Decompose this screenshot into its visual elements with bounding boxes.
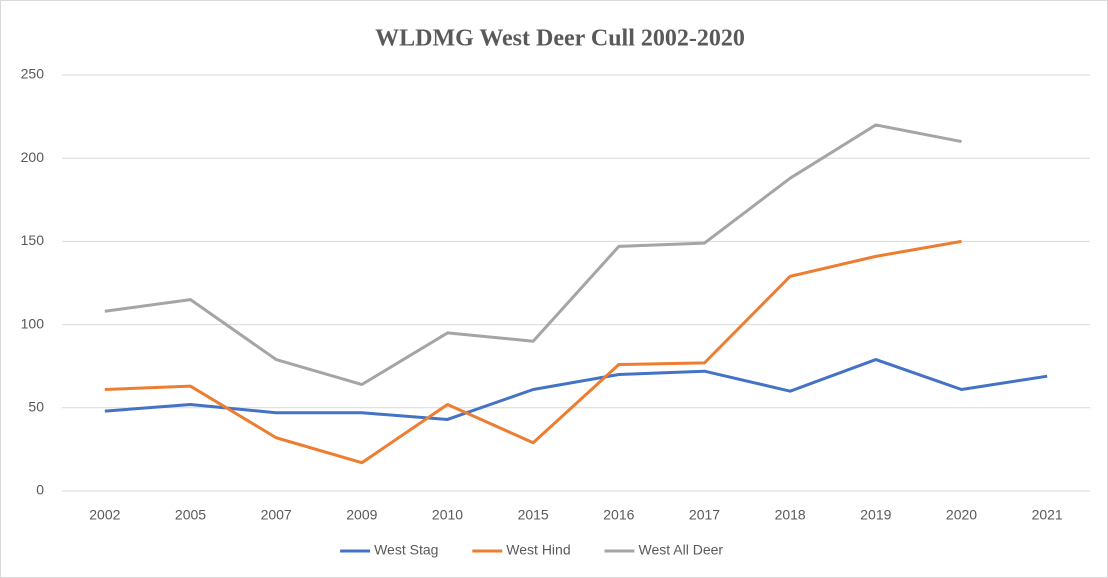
y-tick-label: 100 [21,315,45,331]
legend-label: West Hind [506,542,570,558]
x-tick-label: 2020 [946,507,977,523]
x-tick-label: 2009 [346,507,377,523]
x-tick-label: 2021 [1032,507,1063,523]
y-tick-label: 150 [21,232,45,248]
line-series [104,358,1048,421]
legend-label: West All Deer [639,542,724,558]
x-tick-label: 2019 [860,507,891,523]
y-tick-label: 250 [21,66,45,82]
legend-label: West Stag [374,542,438,558]
y-tick-label: 50 [28,399,44,415]
y-tick-label: 0 [36,482,44,498]
x-tick-label: 2002 [89,507,120,523]
x-tick-label: 2016 [603,507,634,523]
x-tick-label: 2015 [518,507,549,523]
line-series [104,123,962,387]
x-tick-label: 2005 [175,507,206,523]
chart-title: WLDMG West Deer Cull 2002-2020 [375,26,745,52]
line-series [104,239,962,465]
x-tick-label: 2007 [261,507,292,523]
y-tick-label: 200 [21,149,45,165]
x-tick-label: 2017 [689,507,720,523]
x-tick-label: 2010 [432,507,463,523]
x-tick-label: 2018 [775,507,806,523]
